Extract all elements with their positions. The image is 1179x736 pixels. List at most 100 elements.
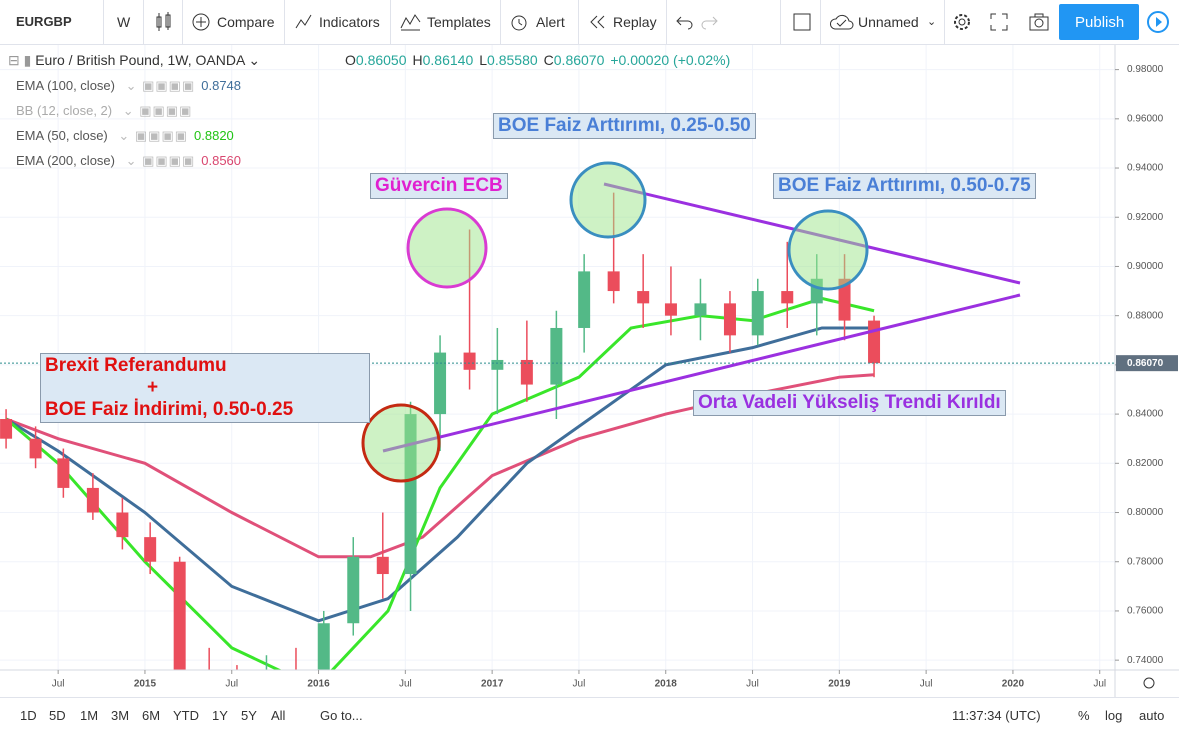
indicator-buttons: ⌄ ▣▣▣▣ (121, 153, 196, 168)
expand-icon[interactable] (989, 12, 1009, 32)
alert[interactable]: Alert (536, 14, 565, 30)
range-button[interactable]: All (271, 708, 286, 723)
range-button[interactable]: 1Y (212, 708, 228, 723)
indicator-row: EMA (100, close) ⌄ ▣▣▣▣ 0.8748 (16, 78, 241, 103)
dropdown-caret[interactable]: ⌄ (927, 16, 937, 28)
bottom-bar: Go to... 11:37:34 (UTC) % log auto 1D 5D 1… (0, 697, 1179, 736)
play-icon[interactable] (1146, 10, 1170, 34)
indicator-name: EMA (200, close) (16, 153, 115, 168)
x-tick-label: Jul (52, 679, 65, 690)
y-tick-label: 0.92000 (1127, 212, 1164, 223)
candle-body (550, 327, 563, 385)
publish-button[interactable]: Publish (1059, 4, 1139, 40)
indicator-list: EMA (100, close) ⌄ ▣▣▣▣ 0.8748 BB (12, clo… (16, 78, 241, 178)
separator (500, 0, 501, 44)
range-button[interactable]: 5D (49, 708, 66, 723)
range-button[interactable]: YTD (173, 708, 199, 723)
x-tick-label: Jul (399, 679, 412, 690)
x-tick-label: 2019 (828, 679, 851, 690)
candle-body (347, 556, 360, 624)
axis-settings-icon[interactable] (1143, 677, 1155, 689)
last-price-tag (1116, 355, 1178, 372)
ohlc-key: H (412, 52, 423, 68)
separator (578, 0, 579, 44)
indicator-value: 0.8820 (194, 128, 234, 143)
ohlc-key: C (543, 52, 554, 68)
y-tick-label: 0.76000 (1127, 606, 1164, 617)
alert-icon[interactable] (509, 12, 529, 32)
candle-body (434, 352, 447, 415)
goto[interactable]: Go to... (320, 708, 363, 723)
candle-body (57, 458, 70, 488)
settings-icon[interactable] (951, 11, 973, 33)
indicator-value: 0.8748 (201, 78, 242, 93)
fullscreen-box[interactable] (792, 12, 812, 32)
separator (780, 0, 781, 44)
ohlc-value: 0.86070 (553, 52, 605, 68)
candle-body (868, 320, 881, 364)
highlight-circle (787, 209, 869, 291)
candle-body (838, 278, 851, 321)
x-tick-label: Jul (920, 679, 933, 690)
annotation: BOE Faiz İndirimi, 0.50-0.25 (45, 399, 294, 420)
ohlc: O0.86050 H0.86140 L0.85580 C0.86070 +0.00020… (345, 52, 730, 68)
toolbar: EURGBP W Compare Indicators Templates Al… (0, 0, 1179, 45)
candle-body (144, 537, 157, 562)
last-price-label: 0.86070 (1127, 358, 1164, 369)
axes: 0.74000 0.76000 0.78000 0.80000 0.82000 0.840… (52, 64, 1178, 690)
indicator-buttons: ⌄ ▣▣▣▣ (113, 128, 189, 143)
camera-icon[interactable] (1028, 12, 1050, 32)
candle-body (290, 685, 302, 697)
candle-body (173, 561, 186, 670)
separator (666, 0, 667, 44)
indicator-row: BB (12, close, 2) ⌄ ▣▣▣▣ (16, 103, 241, 128)
replay[interactable]: Replay (613, 14, 657, 30)
indicators-icon[interactable] (294, 12, 314, 32)
layout-name[interactable]: Unnamed (858, 14, 919, 30)
separator (944, 0, 945, 44)
clock: 11:37:34 (UTC) (952, 708, 1041, 723)
candle-body (203, 690, 215, 697)
compare-icon[interactable] (191, 12, 211, 32)
y-tick-label: 0.88000 (1127, 310, 1164, 321)
candle-body (781, 291, 794, 304)
candle-body (29, 438, 42, 459)
undo-redo[interactable] (674, 13, 722, 31)
range-button[interactable]: 1D (20, 708, 37, 723)
cloud-icon[interactable] (829, 12, 855, 32)
separator (182, 0, 183, 44)
chart-type-icon[interactable] (154, 12, 174, 32)
candle-body (260, 685, 272, 697)
separator (143, 0, 144, 44)
x-tick-label: 2017 (481, 679, 504, 690)
symbol-description: Euro / British Pound, 1W, OANDA (35, 52, 245, 68)
candle-body (664, 303, 677, 316)
symbol[interactable]: EURGBP (16, 14, 72, 29)
indicator-buttons: ⌄ ▣▣▣▣ (121, 78, 196, 93)
indicators[interactable]: Indicators (319, 14, 380, 30)
drawings (361, 161, 1021, 483)
indicator-name: EMA (100, close) (16, 78, 115, 93)
range-button[interactable]: 3M (111, 708, 130, 723)
interval[interactable]: W (117, 14, 131, 30)
templates-icon[interactable] (400, 12, 422, 32)
log-toggle[interactable]: log (1105, 708, 1123, 723)
replay-icon[interactable] (588, 13, 608, 31)
separator (103, 0, 104, 44)
annotation: BOE Faiz Arttırımı, 0.25-0.50 (493, 113, 756, 139)
ohlc-value: 0.86050 (355, 52, 407, 68)
separator (390, 0, 391, 44)
candle-body (491, 359, 504, 370)
x-tick-label: 2020 (1002, 679, 1025, 690)
publish[interactable]: Publish (1075, 14, 1125, 31)
range-button[interactable]: 5Y (241, 708, 257, 723)
auto-toggle[interactable]: auto (1139, 708, 1165, 723)
range-button[interactable]: 6M (142, 708, 161, 723)
percent-toggle[interactable]: % (1078, 708, 1090, 723)
compare[interactable]: Compare (217, 14, 275, 30)
range-button[interactable]: 1M (80, 708, 99, 723)
templates[interactable]: Templates (427, 14, 491, 30)
x-tick-label: Jul (573, 679, 586, 690)
annotation: Brexit Referandumu (45, 355, 227, 376)
